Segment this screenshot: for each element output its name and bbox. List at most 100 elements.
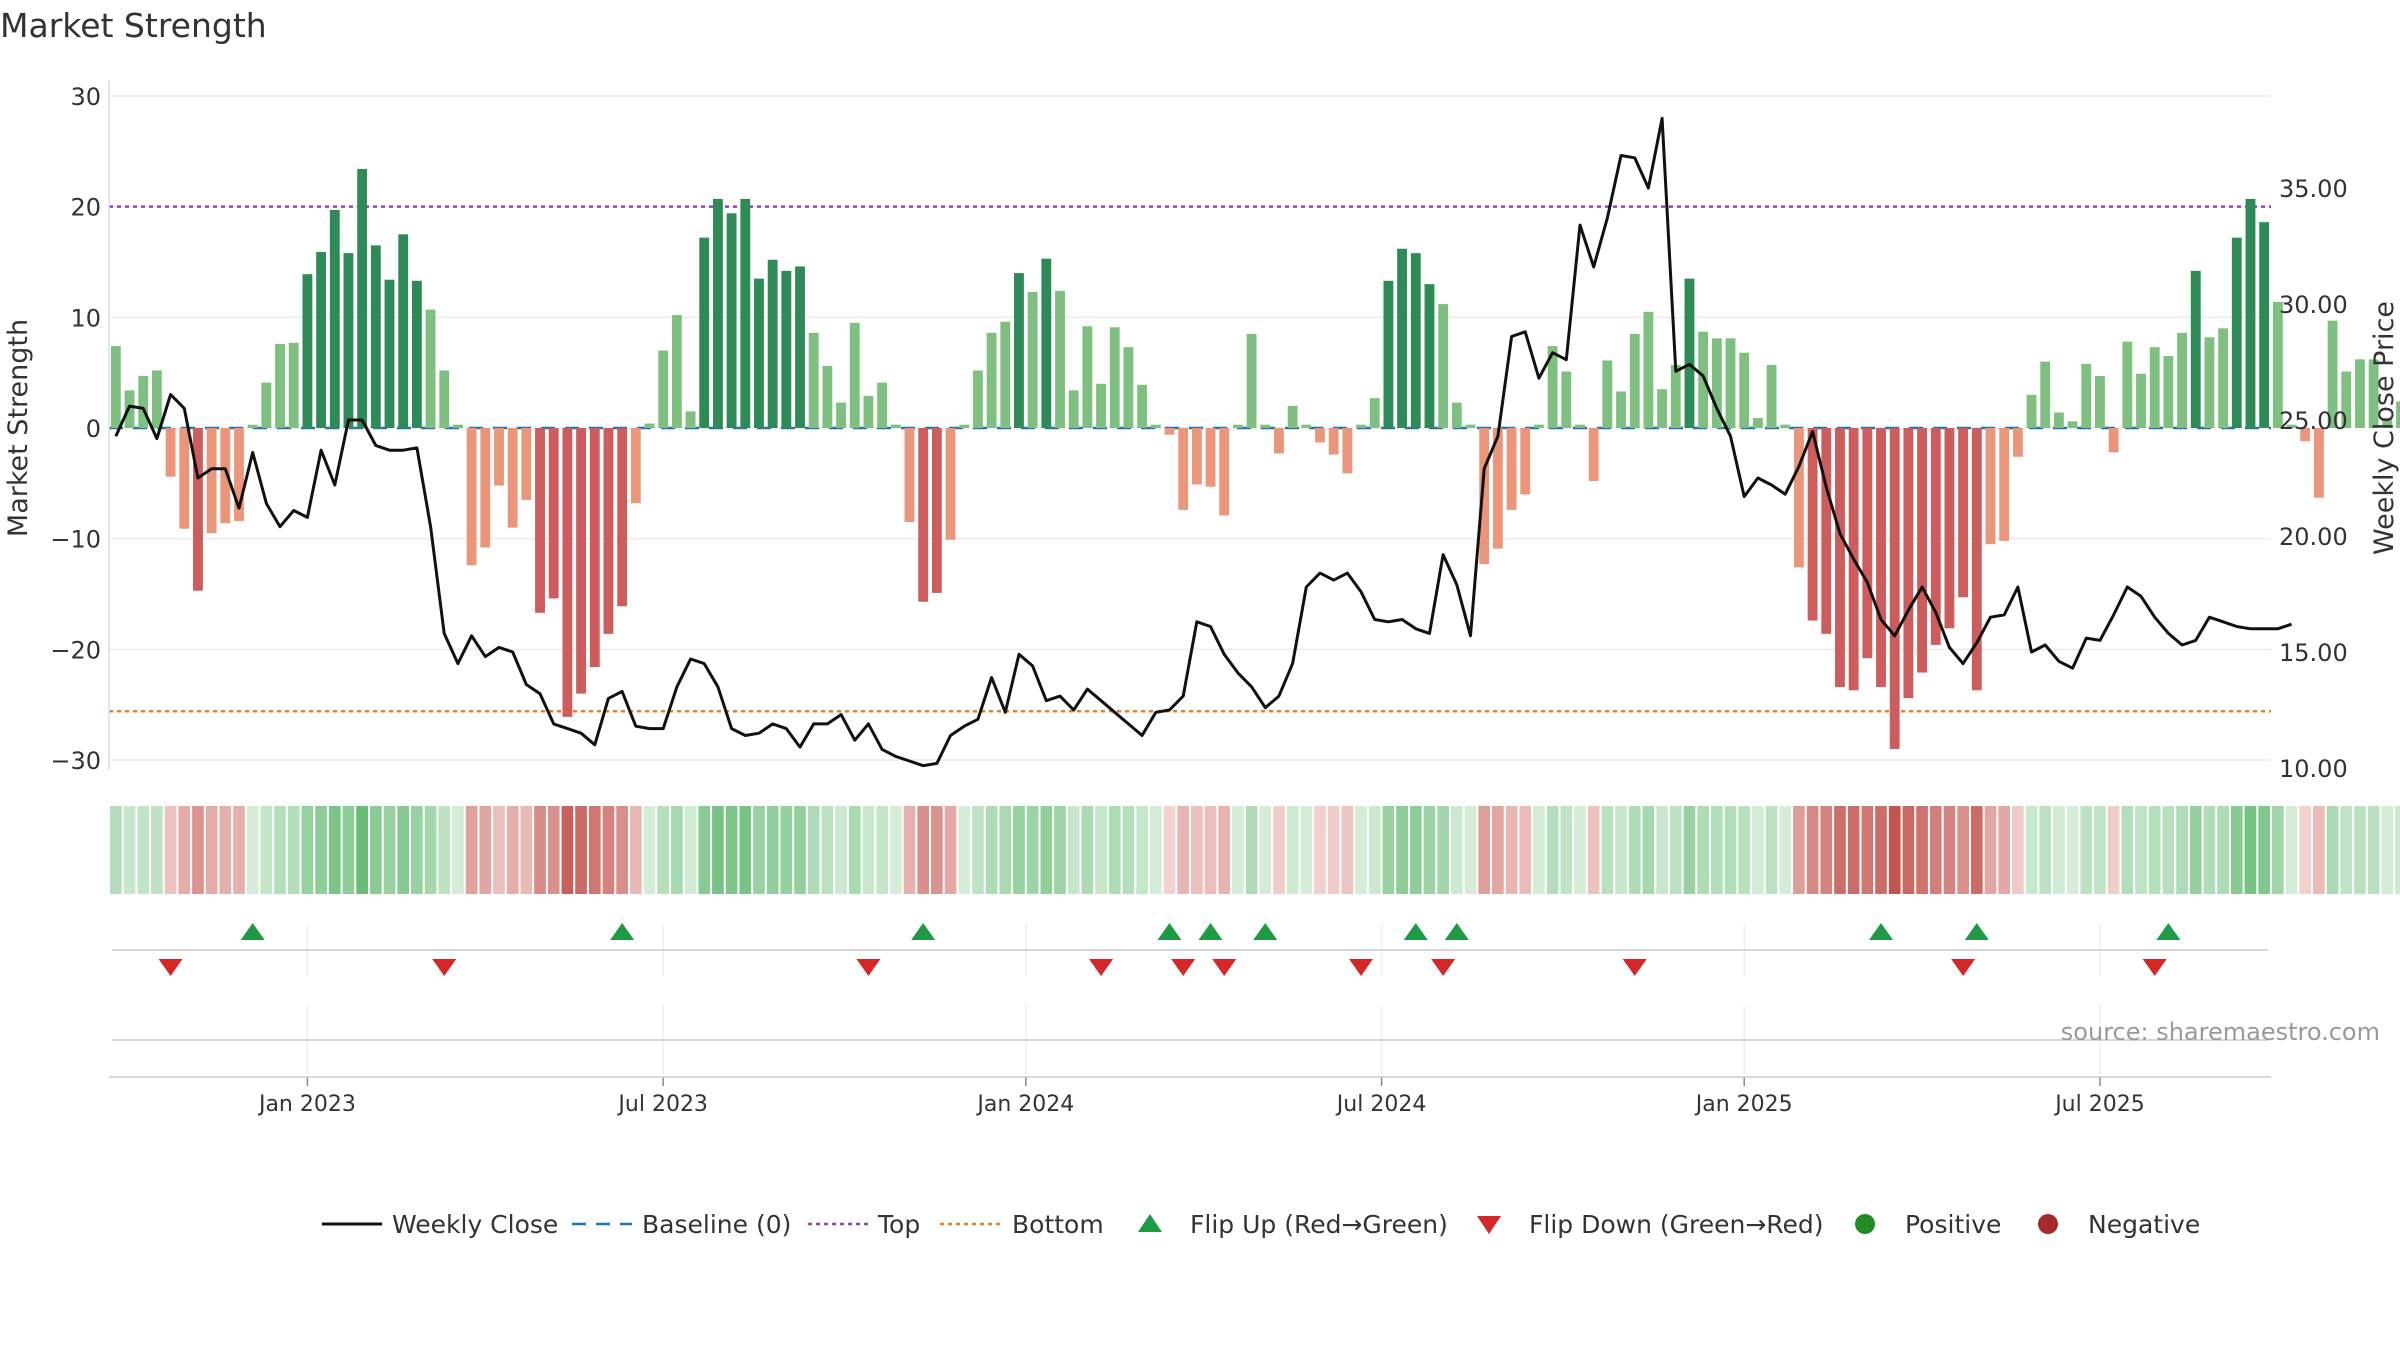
- strength-bar: [1383, 280, 1394, 428]
- strength-bar: [275, 343, 285, 428]
- strength-bar: [2095, 375, 2105, 428]
- strength-bar: [480, 428, 491, 548]
- heat-cell: [493, 806, 505, 894]
- strength-bar: [1657, 389, 1668, 428]
- heat-cell: [1368, 806, 1381, 894]
- strength-bar: [1000, 321, 1011, 428]
- strength-bar: [398, 234, 409, 428]
- heat-cell: [274, 806, 286, 894]
- heat-cell: [588, 806, 601, 894]
- strength-bar: [2368, 359, 2379, 428]
- strength-bar: [1670, 364, 1681, 428]
- heat-cell: [739, 806, 752, 894]
- strength-bar: [1438, 304, 1449, 428]
- heat-cell: [2381, 806, 2394, 894]
- heat-cell: [137, 806, 150, 894]
- heat-cell: [315, 806, 327, 894]
- heat-cell: [889, 806, 902, 894]
- strength-bar: [1999, 428, 2010, 541]
- strength-bar: [2177, 332, 2187, 428]
- heat-cell: [452, 806, 464, 894]
- heat-cell: [506, 806, 519, 894]
- y-tick-label-right: 30.00: [2279, 291, 2348, 319]
- flip-up-marker: [610, 923, 635, 940]
- heat-cell: [1806, 806, 1819, 894]
- strength-bar: [384, 279, 395, 428]
- heat-cell: [2217, 806, 2229, 894]
- legend-label: Baseline (0): [642, 1210, 791, 1239]
- heat-cell: [712, 806, 724, 894]
- heat-cell: [1533, 806, 1545, 894]
- strength-bar: [1561, 371, 1572, 428]
- strength-bar: [425, 309, 436, 428]
- heat-cell: [1081, 806, 1094, 894]
- heat-cell: [438, 806, 451, 894]
- heat-cell: [479, 806, 492, 894]
- flip-up-marker: [2156, 923, 2181, 940]
- heat-cell: [1437, 806, 1449, 894]
- heat-cell: [629, 806, 642, 894]
- heat-cell: [1669, 806, 1682, 894]
- heat-cell: [2340, 806, 2353, 894]
- heat-cell: [2354, 806, 2366, 894]
- strength-bar: [1424, 284, 1435, 428]
- strength-bar: [2300, 428, 2311, 442]
- legend-label: Weekly Close: [392, 1210, 558, 1239]
- heat-cell: [1163, 806, 1176, 894]
- heat-cell: [2313, 806, 2325, 894]
- heat-cell: [862, 806, 875, 894]
- strength-bar: [466, 428, 477, 566]
- strength-bar: [1137, 384, 1148, 428]
- strength-bar: [1903, 428, 1914, 699]
- heat-cell: [1314, 806, 1326, 894]
- strength-bar: [1465, 424, 1476, 428]
- strength-bar: [2040, 361, 2051, 428]
- heat-cell: [1177, 806, 1189, 894]
- heat-cell: [684, 806, 697, 894]
- strength-bar: [890, 424, 901, 428]
- heat-cell: [1396, 806, 1408, 894]
- heat-cell: [2053, 806, 2065, 894]
- strength-bar: [959, 424, 970, 428]
- heat-cell: [1341, 806, 1354, 894]
- legend-weekly-close: Weekly Close: [322, 1210, 558, 1239]
- heat-cell: [2176, 806, 2188, 894]
- strength-bar: [863, 395, 874, 428]
- strength-bar: [2231, 237, 2242, 428]
- strength-bar: [165, 428, 176, 477]
- strength-bar: [1410, 253, 1421, 428]
- strength-bar: [945, 428, 956, 540]
- strength-bar: [712, 198, 723, 428]
- strength-bar: [1725, 338, 1736, 428]
- heat-cell: [972, 806, 984, 894]
- strength-bar: [1588, 428, 1599, 482]
- weekly-close-layer: [114, 116, 2292, 768]
- legend-flip-down: Flip Down (Green→Red): [1477, 1210, 1824, 1239]
- heat-cell: [848, 806, 861, 894]
- strength-bar: [1178, 428, 1189, 510]
- strength-bar: [1807, 428, 1818, 621]
- strength-bar: [1575, 424, 1585, 428]
- flip-down-marker: [432, 959, 457, 976]
- heat-cell: [1136, 806, 1148, 894]
- heat-cell: [1587, 806, 1600, 894]
- legend-negative: Negative: [2038, 1210, 2200, 1239]
- heat-cell: [2189, 806, 2202, 894]
- flip-down-marker: [1951, 959, 1976, 976]
- strength-bar: [1698, 331, 1709, 428]
- strength-bar: [685, 411, 696, 428]
- heat-cell: [1067, 806, 1080, 894]
- legend-label: Negative: [2088, 1210, 2200, 1239]
- heat-cell: [2148, 806, 2161, 894]
- strength-bar: [1123, 347, 1134, 428]
- strength-bar: [2218, 328, 2229, 428]
- strength-bar: [699, 237, 710, 428]
- strength-bar: [1260, 424, 1271, 428]
- heat-cell: [1710, 806, 1723, 894]
- strength-bar: [2382, 418, 2393, 428]
- x-tick-label: Jan 2024: [975, 1092, 1074, 1117]
- flip-up-marker: [1157, 923, 1182, 940]
- y-axis-label-left: Market Strength: [3, 319, 34, 537]
- heat-cell: [520, 806, 533, 894]
- strength-bar: [1397, 248, 1408, 428]
